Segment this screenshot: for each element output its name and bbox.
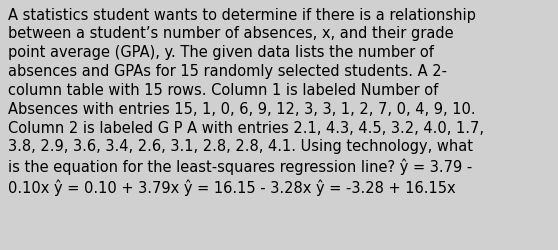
Text: A statistics student wants to determine if there is a relationship
between a stu: A statistics student wants to determine …	[8, 8, 484, 195]
